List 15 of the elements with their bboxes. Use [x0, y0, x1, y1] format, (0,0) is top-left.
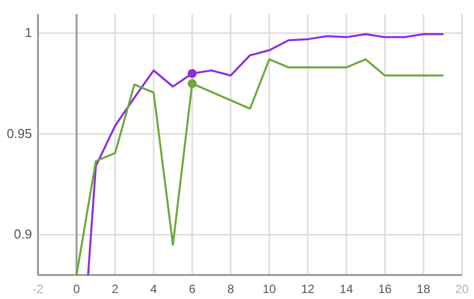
x-tick-label: 16: [378, 282, 392, 296]
y-tick-label: 1: [24, 25, 32, 40]
x-tick-label: 4: [150, 282, 158, 296]
x-tick-label: 12: [301, 282, 315, 296]
x-tick-label: 0: [73, 282, 80, 296]
x-tick-label: 20: [455, 282, 469, 296]
x-tick-label: 10: [262, 282, 276, 296]
x-tick-label: 6: [188, 282, 196, 296]
y-tick-label: 0.9: [14, 226, 32, 242]
x-tick-label: 2: [112, 282, 119, 296]
x-tick-label: 8: [227, 282, 234, 296]
x-tick-label: -2: [32, 282, 44, 296]
x-tick-label: 14: [340, 282, 354, 296]
x-tick-label: 18: [416, 282, 430, 296]
y-tick-label: 0.95: [6, 126, 32, 141]
